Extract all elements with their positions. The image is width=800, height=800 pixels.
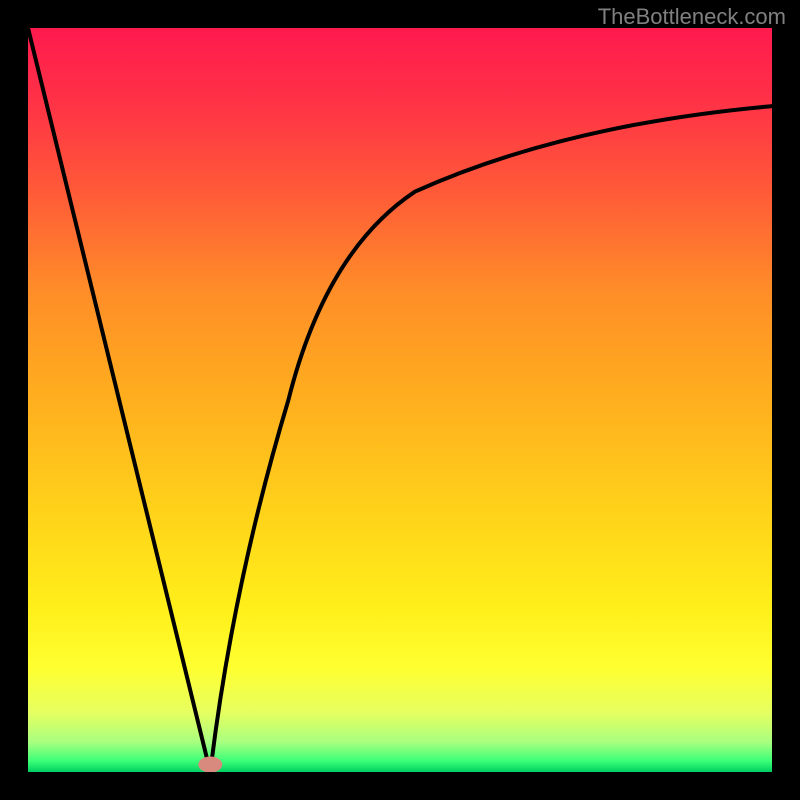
plot-area (28, 28, 772, 772)
optimum-marker (198, 757, 222, 772)
watermark-text: TheBottleneck.com (598, 4, 786, 30)
chart-frame: TheBottleneck.com (0, 0, 800, 800)
bottleneck-curve (28, 28, 772, 772)
